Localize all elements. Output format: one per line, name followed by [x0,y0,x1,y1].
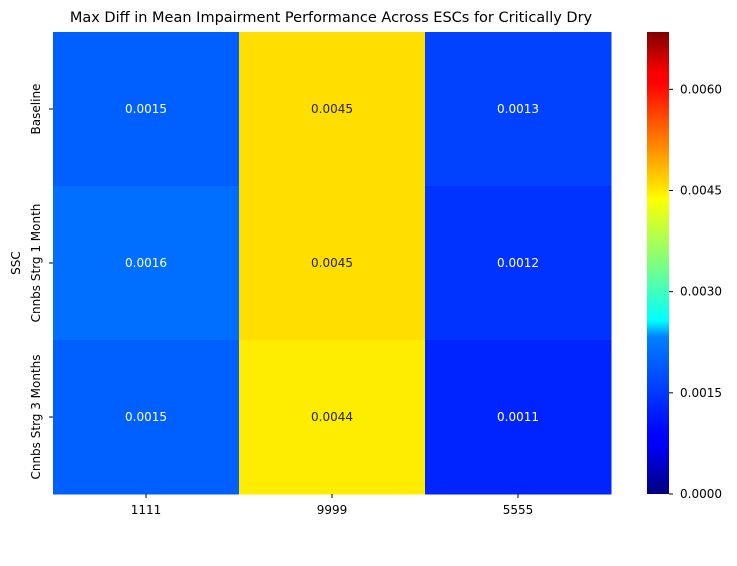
colorbar-tick-label: 0.0060 [680,82,722,96]
cell-annotation: 0.0012 [497,256,539,270]
heatmap-cell [425,186,612,341]
y-tick-label: Cnnbs Strg 1 Month [29,204,43,323]
heatmap-cell [53,32,240,187]
heatmap-cell [425,32,612,187]
cell-annotation: 0.0045 [311,256,353,270]
y-axis-label: SSC [9,251,23,275]
colorbar-axis: 0.0000 0.0015 0.0030 0.0045 0.0060 [669,82,722,501]
heatmap-cell [53,340,240,495]
cell-annotation: 0.0015 [125,102,167,116]
colorbar-tick-label: 0.0030 [680,285,722,299]
cell-annotation: 0.0016 [125,256,167,270]
x-axis: 1111 9999 5555 [131,494,534,517]
heatmap-cell [239,186,426,341]
heatmap-cell [239,340,426,495]
cell-annotation: 0.0015 [125,410,167,424]
cell-annotation: 0.0011 [497,410,539,424]
x-tick-label: 5555 [503,503,534,517]
chart-title: Max Diff in Mean Impairment Performance … [70,10,593,26]
y-tick-label: Baseline [29,84,43,135]
heatmap-cells: 0.0015 0.0045 0.0013 0.0016 0.0045 0.0012 0.00… [53,32,612,495]
y-tick-label: Cnnbs Strg 3 Months [29,354,43,479]
colorbar-tick-label: 0.0000 [680,487,722,501]
colorbar [647,32,669,494]
heatmap-cell [53,186,240,341]
cell-annotation: 0.0013 [497,102,539,116]
cell-annotation: 0.0045 [311,102,353,116]
colorbar-tick-label: 0.0015 [680,386,722,400]
cell-annotation: 0.0044 [311,410,353,424]
x-tick-label: 9999 [317,503,348,517]
x-tick-label: 1111 [131,503,162,517]
colorbar-tick-label: 0.0045 [680,183,722,197]
heatmap-cell [425,340,612,495]
heatmap-cell [239,32,426,187]
y-axis: Baseline Cnnbs Strg 1 Month Cnnbs Strg 3 M… [29,84,53,480]
